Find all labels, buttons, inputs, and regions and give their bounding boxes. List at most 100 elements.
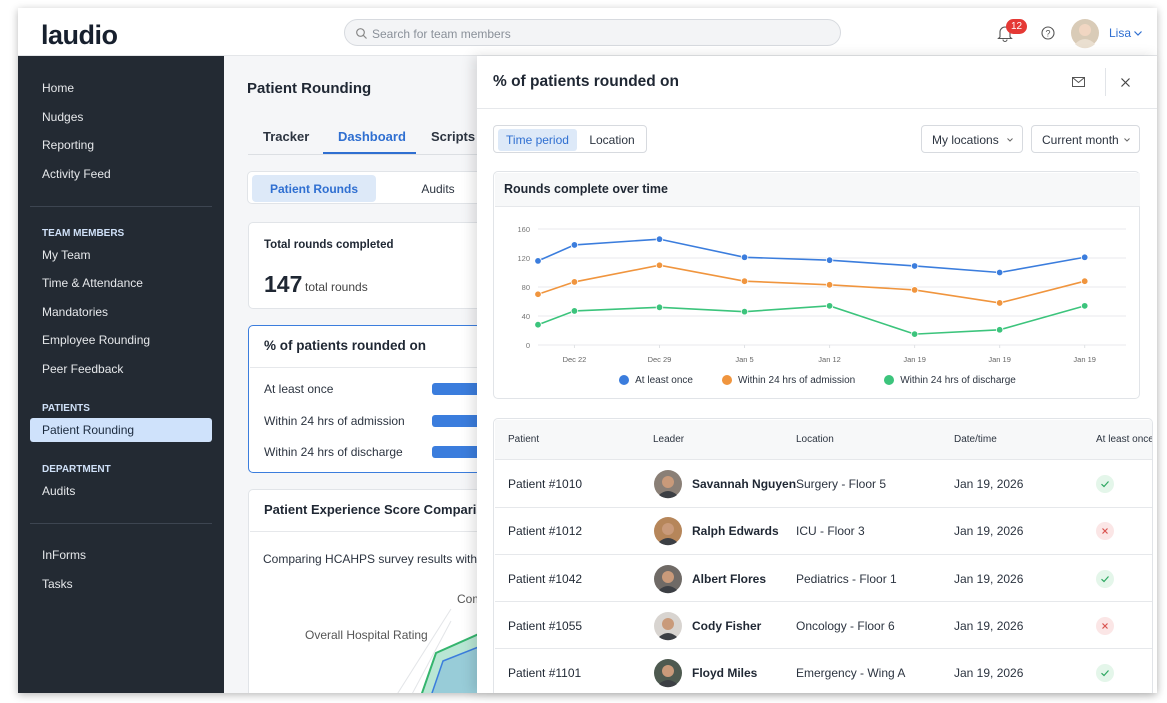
nav-item[interactable]: Nudges	[42, 109, 84, 124]
patient-id: Patient #1042	[508, 571, 583, 586]
user-chevron	[1134, 31, 1142, 36]
card-title: Patient Experience Score Comparison	[264, 502, 477, 517]
legend-label: At least once	[635, 374, 693, 386]
tab-bar-border	[248, 154, 477, 155]
leader-name: Ralph Edwards	[692, 524, 779, 539]
data-point	[825, 256, 834, 264]
leader-avatar	[654, 564, 682, 593]
toggle: Time period Location	[493, 125, 647, 153]
total-card: Total rounds completed 147 total rounds	[248, 222, 477, 309]
icon-part	[1007, 138, 1013, 142]
search-box[interactable]: Search for team members	[344, 19, 841, 46]
nav-item[interactable]: Tasks	[42, 576, 73, 591]
nav-item[interactable]: InForms	[42, 548, 87, 562]
nav-item[interactable]: Patient Rounding	[42, 422, 135, 437]
y-tick-label: 0	[526, 341, 530, 350]
card-title: % of patients rounded on	[264, 338, 426, 353]
avatar-face	[662, 665, 674, 678]
radar-area	[431, 646, 477, 693]
x-tick-label: Dec 22	[563, 355, 587, 364]
data-point	[910, 262, 919, 270]
date-time: Jan 19, 2026	[954, 666, 1024, 681]
nav-item[interactable]: Home	[42, 81, 75, 95]
y-tick-label: 160	[517, 225, 530, 234]
help-icon[interactable]: ?	[1041, 26, 1055, 40]
table-row[interactable]: Patient #1012 Ralph Edwards ICU - Floor 3 J…	[495, 508, 1152, 555]
location: Oncology - Floor 6	[796, 618, 895, 633]
mail-icon[interactable]	[1072, 77, 1085, 87]
tab[interactable]: Scripts	[431, 129, 476, 144]
page-title: Patient Rounding	[247, 80, 372, 97]
segment[interactable]: Patient Rounds	[252, 175, 376, 202]
leader-avatar	[654, 611, 682, 641]
chart-card: Rounds complete over time 0 40 80 120 160 Dec …	[493, 171, 1140, 399]
nav-item[interactable]: Peer Feedback	[42, 361, 124, 376]
search-placeholder: Search for team members	[372, 26, 511, 41]
filter-dropdown[interactable]: Current month	[1031, 125, 1140, 153]
nav-item[interactable]: Audits	[42, 483, 76, 498]
toggle-option[interactable]: Location	[577, 129, 647, 151]
data-point	[534, 321, 542, 329]
nav-item[interactable]: My Team	[42, 247, 91, 262]
avatar-body	[659, 680, 677, 688]
user-avatar[interactable]	[1071, 19, 1099, 49]
series-line	[537, 238, 1085, 274]
status-glyph	[1101, 481, 1109, 488]
data-point	[995, 326, 1004, 334]
percent-card[interactable]: % of patients rounded on At least once Wit…	[248, 325, 477, 473]
experience-card: Patient Experience Score Comparison Compa…	[248, 489, 477, 693]
legend-swatch	[721, 375, 732, 385]
filter-dropdown[interactable]: My locations	[921, 125, 1023, 153]
tab-underline	[323, 152, 416, 154]
table-row[interactable]: Patient #1042 Albert Flores Pediatrics - F…	[495, 555, 1152, 603]
data-point	[910, 286, 919, 294]
toggle-label: Time period	[506, 133, 569, 147]
leader-avatar	[654, 659, 682, 688]
percent-row-label: Within 24 hrs of admission	[264, 413, 405, 428]
data-point	[534, 257, 542, 265]
leader-avatar	[654, 470, 682, 499]
avatar-body	[659, 491, 677, 499]
date-time: Jan 19, 2026	[954, 618, 1024, 633]
legend-swatch	[884, 375, 895, 385]
column-header: Leader	[653, 433, 685, 445]
data-point	[995, 268, 1004, 277]
avatar-face	[662, 570, 674, 583]
chart-title: Rounds complete over time	[504, 182, 668, 196]
x-tick-label: Dec 29	[648, 355, 672, 364]
nav-section-title: DEPARTMENT	[42, 463, 111, 475]
table-row[interactable]: Patient #1010 Savannah Nguyen Surgery - Fl…	[495, 461, 1152, 508]
tab[interactable]: Dashboard	[338, 129, 406, 144]
data-point	[825, 302, 834, 310]
data-point	[740, 277, 749, 285]
location: Surgery - Floor 5	[796, 477, 887, 491]
leader-name: Savannah Nguyen	[692, 477, 797, 491]
toggle-option[interactable]: Time period	[498, 129, 577, 151]
status-glyph	[1102, 622, 1108, 629]
table-row[interactable]: Patient #1101 Floyd Miles Emergency - Wing…	[495, 650, 1152, 693]
nav-item[interactable]: Mandatories	[42, 304, 109, 319]
x-tick-label: Jan 12	[818, 355, 841, 364]
nav-item[interactable]: Activity Feed	[42, 166, 111, 181]
tab[interactable]: Tracker	[263, 129, 310, 144]
dropdown-chevron	[1124, 138, 1130, 142]
nav-item[interactable]: Reporting	[42, 138, 95, 152]
table-row[interactable]: Patient #1055 Cody Fisher Oncology - Floor…	[495, 602, 1152, 650]
data-point	[825, 281, 834, 289]
segment[interactable]: Audits	[376, 175, 477, 202]
status-icon	[1096, 475, 1114, 493]
legend-item: At least once	[619, 375, 693, 386]
total-unit: total rounds	[305, 280, 368, 294]
data-point	[740, 253, 749, 261]
date-time: Jan 19, 2026	[954, 524, 1024, 539]
avatar-face	[1079, 24, 1091, 36]
user-name[interactable]: Lisa	[1109, 26, 1132, 40]
main-content: Patient Rounding Tracker Dashboard Scripts P…	[224, 56, 477, 693]
nav-item[interactable]: Time & Attendance	[42, 276, 143, 290]
top-bar: laudio Search for team members 12? Lisa	[18, 8, 1157, 56]
nav-item[interactable]: Employee Rounding	[42, 333, 151, 347]
data-point	[1080, 302, 1089, 310]
panel-title: % of patients rounded on	[493, 73, 679, 90]
icon-part	[1072, 77, 1085, 84]
close-icon[interactable]	[1121, 78, 1130, 87]
